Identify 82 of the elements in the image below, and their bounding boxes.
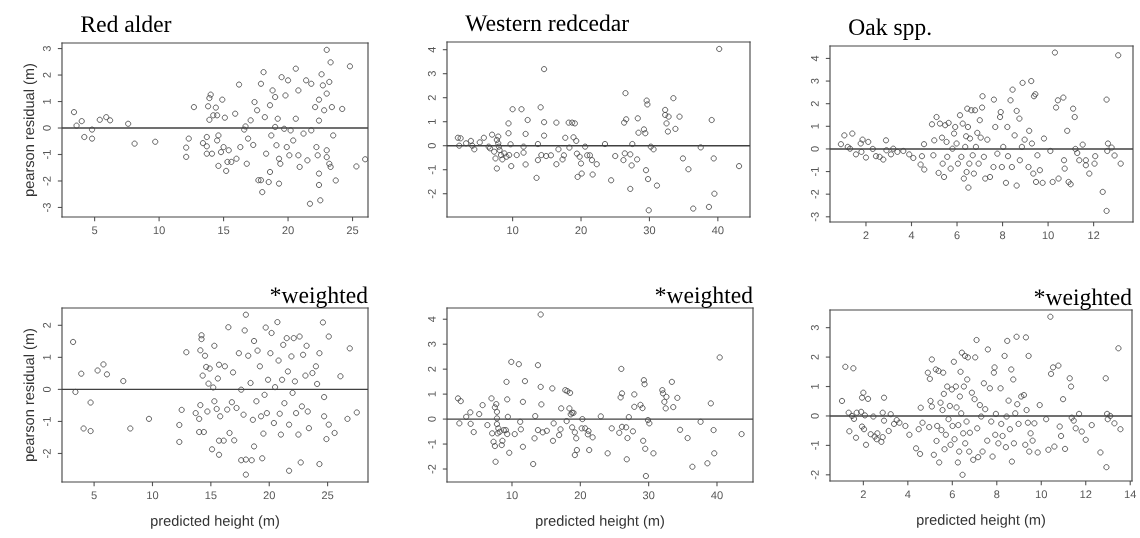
x-tick-label: 30 (643, 226, 656, 235)
x-tick-label: 14 (1124, 490, 1137, 499)
y-tick-label: -3 (42, 203, 51, 212)
y-tick-label: 0 (810, 146, 819, 152)
x-tick-label: 10 (153, 226, 165, 235)
x-tick-label: 10 (1035, 490, 1048, 499)
x-tick-label: 40 (711, 491, 723, 500)
chart-title: Red alder (81, 15, 172, 33)
x-tick-label: 20 (263, 491, 275, 500)
y-tick-label: 1 (811, 383, 819, 389)
y-tick-label: 1 (811, 123, 819, 129)
y-tick-label: 0 (427, 143, 436, 149)
y-tick-label: 1 (43, 354, 51, 360)
y-tick-label: 3 (42, 45, 51, 52)
y-tick-label: 0 (810, 413, 819, 419)
y-tick-label: -2 (810, 189, 819, 199)
y-axis-title: pearson residual (m) (23, 64, 38, 196)
x-tick-label: 25 (321, 491, 334, 500)
x-tick-label: 40 (711, 226, 724, 235)
y-tick-label: 4 (811, 55, 819, 62)
y-tick-label: 0 (42, 386, 51, 393)
x-tick-label: 10 (1042, 231, 1054, 240)
y-tick-label: 2 (427, 95, 436, 101)
x-tick-label: 12 (1080, 490, 1092, 499)
chart-title: *weighted (655, 286, 753, 308)
y-tick-label: 2 (42, 72, 51, 78)
x-axis-title: predicted height (m) (917, 514, 1045, 528)
y-tick-label: -1 (43, 417, 51, 426)
x-tick-label: 6 (949, 490, 955, 499)
chart-title: *weighted (1034, 288, 1132, 310)
y-tick-label: -2 (42, 176, 51, 186)
x-tick-label: 8 (999, 231, 1006, 240)
y-tick-label: 4 (428, 316, 436, 323)
x-tick-label: 4 (908, 231, 915, 240)
y-tick-label: -2 (427, 189, 436, 199)
y-tick-label: -1 (811, 440, 819, 450)
x-tick-label: 5 (91, 491, 97, 500)
x-tick-label: 30 (642, 491, 655, 500)
x-tick-label: 15 (218, 226, 230, 235)
chart-title: *weighted (270, 286, 368, 308)
x-tick-label: 20 (282, 226, 294, 235)
y-tick-label: 3 (810, 325, 819, 331)
y-tick-label: 1 (428, 119, 436, 124)
y-tick-label: 0 (42, 125, 51, 131)
x-tick-label: 8 (994, 490, 1000, 499)
y-tick-label: 2 (42, 322, 51, 328)
y-tick-label: 3 (810, 78, 819, 84)
y-tick-label: 2 (810, 354, 819, 360)
chart-title: Oak spp. (849, 18, 931, 40)
y-tick-label: -3 (810, 212, 819, 222)
x-tick-label: 10 (507, 226, 519, 235)
chart-title: Western redcedar (465, 14, 629, 32)
x-tick-label: 12 (1088, 231, 1100, 240)
y-tick-label: -2 (42, 449, 51, 458)
y-tick-label: -1 (428, 439, 436, 449)
y-tick-label: 0 (427, 416, 436, 422)
y-tick-label: -2 (427, 464, 436, 474)
y-tick-label: -1 (811, 167, 819, 176)
x-tick-label: 2 (860, 490, 866, 499)
y-tick-label: -2 (810, 470, 819, 480)
y-tick-label: -1 (43, 150, 51, 159)
x-tick-label: 10 (506, 491, 518, 500)
y-tick-label: 2 (810, 101, 819, 107)
x-axis-title: predicted height (m) (536, 515, 664, 529)
y-tick-label: 3 (427, 71, 436, 77)
x-tick-label: 20 (574, 491, 587, 500)
x-tick-label: 25 (346, 226, 359, 235)
y-tick-label: 4 (428, 46, 436, 53)
y-tick-label: 2 (427, 366, 436, 372)
y-tick-label: -1 (428, 165, 436, 175)
x-tick-label: 5 (91, 226, 98, 235)
y-tick-label: 1 (43, 98, 51, 104)
x-tick-label: 4 (905, 490, 911, 499)
x-tick-label: 10 (147, 491, 159, 500)
x-tick-label: 2 (863, 231, 869, 240)
x-tick-label: 15 (205, 491, 217, 500)
y-axis-title: pearson residual (m) (23, 329, 38, 461)
x-tick-label: 6 (954, 231, 960, 240)
x-tick-label: 20 (575, 226, 587, 235)
x-axis-title: predicted height (m) (151, 515, 279, 529)
y-tick-label: 3 (427, 341, 436, 347)
y-tick-label: 1 (428, 391, 436, 397)
